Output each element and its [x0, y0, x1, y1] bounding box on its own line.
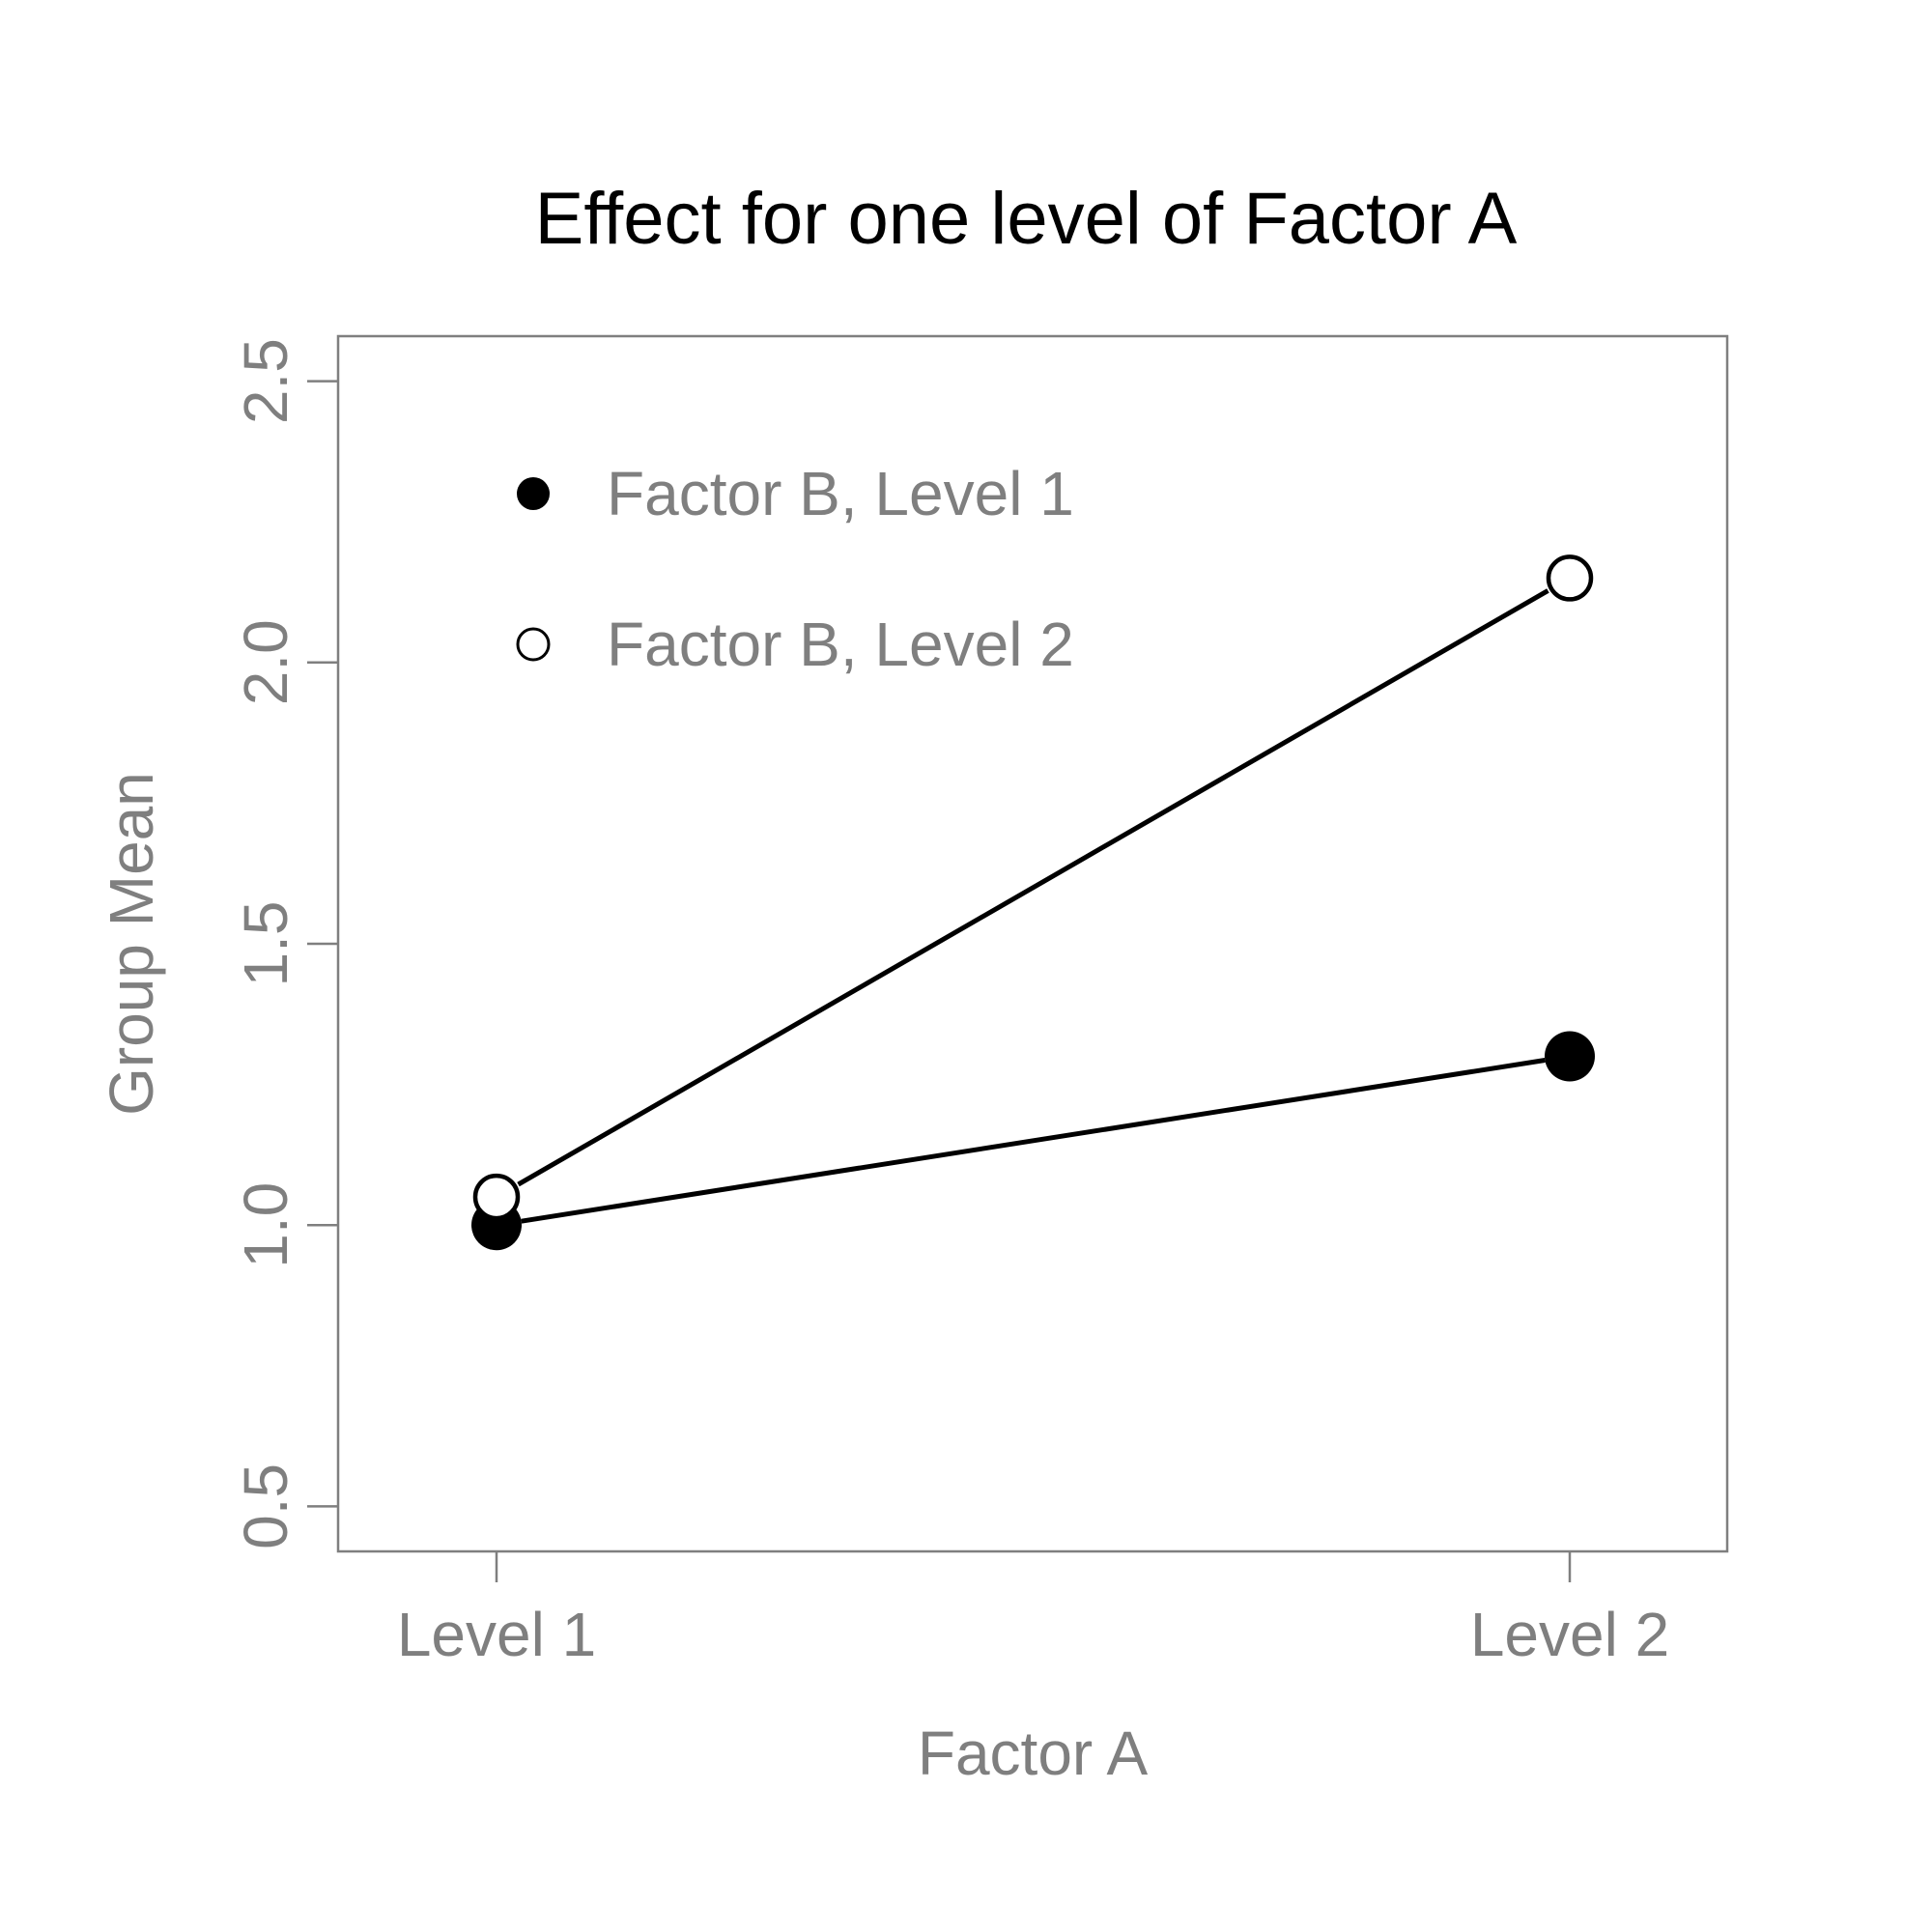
series-1-line-segment-0 — [521, 1058, 1546, 1224]
y-tick-label-4: 2.5 — [231, 338, 300, 424]
chart-title: Effect for one level of Factor A — [535, 178, 1518, 260]
x-tick-label-0: Level 1 — [397, 1600, 596, 1669]
y-axis: 0.5 1.0 1.5 2.0 2.5 — [231, 338, 338, 1549]
x-axis-label: Factor A — [918, 1719, 1149, 1788]
legend-marker-series-1 — [517, 477, 550, 510]
legend-marker-series-2 — [516, 627, 551, 662]
legend-label-series-1: Factor B, Level 1 — [607, 459, 1074, 528]
series-2-point-1 — [1546, 554, 1594, 602]
series-points — [471, 554, 1595, 1251]
series-2-point-0 — [472, 1173, 521, 1221]
x-axis: Level 1 Level 2 — [397, 1551, 1669, 1669]
series-1-point-1 — [1545, 1031, 1595, 1082]
y-tick-label-1: 1.0 — [231, 1182, 300, 1268]
legend-label-series-2: Factor B, Level 2 — [607, 610, 1074, 679]
legend: Factor B, Level 1 Factor B, Level 2 — [516, 459, 1074, 679]
series-lines — [517, 588, 1549, 1224]
y-tick-label-0: 0.5 — [231, 1463, 300, 1549]
y-axis-label: Group Mean — [97, 772, 166, 1116]
x-tick-label-1: Level 2 — [1470, 1600, 1669, 1669]
series-2-line-segment-0 — [517, 588, 1549, 1187]
y-tick-label-3: 2.0 — [231, 619, 300, 705]
y-tick-label-2: 1.5 — [231, 901, 300, 987]
